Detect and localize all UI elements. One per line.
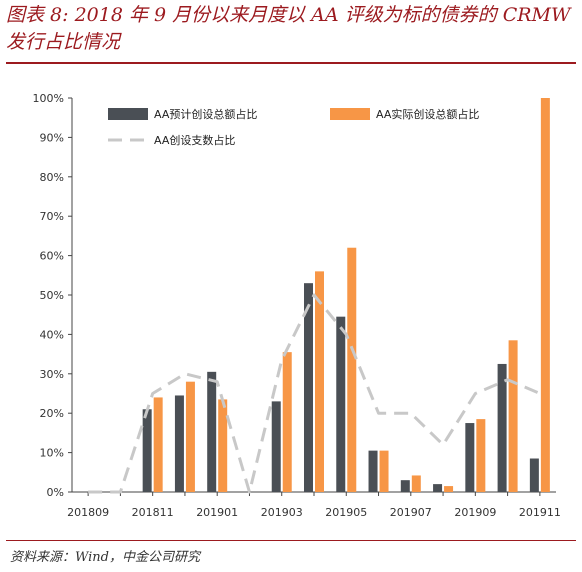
bar-actual (315, 271, 324, 492)
bar-predicted (271, 401, 281, 492)
legend-item-predicted-swatch (108, 108, 148, 120)
x-tick-label: 201909 (454, 506, 496, 519)
y-tick-label: 50% (40, 289, 64, 302)
legend-item-actual-swatch (330, 108, 370, 120)
bar-predicted (207, 371, 217, 492)
bar-actual (476, 419, 486, 492)
figure-title: 图表 8: 2018 年 9 月份以来月度以 AA 评级为标的债券的 CRMW … (6, 4, 571, 53)
bar-predicted (497, 363, 507, 492)
legend-item-actual-label: AA实际创设总额占比 (376, 107, 479, 121)
bar-actual (282, 352, 292, 492)
title-rule (6, 62, 576, 64)
x-tick-label: 201905 (325, 506, 367, 519)
bar-actual (185, 381, 195, 492)
source-note: 资料来源：Wind，中金公司研究 (10, 550, 200, 565)
x-tick-label: 201901 (196, 506, 238, 519)
y-tick-label: 40% (40, 328, 64, 341)
x-tick-label: 201911 (519, 506, 561, 519)
bar-line-chart: 0% 10% 20% 30% 40% 50% 60% 70% 80% 90% 100% 201809… (33, 92, 561, 519)
y-tick-label: 0% (47, 486, 64, 499)
bar-actual (153, 397, 163, 492)
bar-actual (444, 486, 454, 492)
bar-predicted (368, 450, 378, 492)
x-tick-label: 201811 (132, 506, 174, 519)
footer-rule (6, 540, 576, 541)
count-ratio-polyline (88, 293, 541, 494)
bar-predicted (142, 409, 152, 492)
bar-actual (218, 399, 228, 492)
bar-actual (540, 98, 550, 492)
bar-predicted (400, 480, 410, 492)
y-tick-label: 100% (33, 92, 64, 105)
bar-predicted (174, 395, 184, 492)
y-tick-label: 80% (40, 171, 64, 184)
count-ratio-line (88, 293, 541, 494)
bar-predicted (529, 458, 539, 492)
legend: AA预计创设总额占比 AA实际创设总额占比 AA创设支数占比 (108, 107, 479, 147)
bar-actual (411, 475, 421, 492)
x-tick-label: 201903 (261, 506, 303, 519)
x-axis: 201809 201811 201901 201903 201905 201907 2019… (67, 491, 561, 519)
y-tick-label: 90% (40, 131, 64, 144)
y-tick-label: 30% (40, 368, 64, 381)
y-tick-label: 70% (40, 210, 64, 223)
y-tick-label: 20% (40, 407, 64, 420)
bars (142, 98, 550, 492)
legend-item-count-label: AA创设支数占比 (154, 133, 235, 147)
bar-predicted (433, 484, 443, 492)
x-tick-label: 201907 (390, 506, 432, 519)
bar-actual (508, 340, 518, 492)
bar-predicted (465, 423, 475, 492)
y-axis: 0% 10% 20% 30% 40% 50% 60% 70% 80% 90% 100% (33, 92, 73, 499)
bar-actual (347, 247, 357, 492)
legend-item-predicted-label: AA预计创设总额占比 (154, 107, 257, 121)
bar-predicted (304, 283, 313, 492)
y-tick-label: 10% (40, 447, 64, 460)
bar-predicted (336, 316, 346, 492)
x-tick-label: 201809 (67, 506, 109, 519)
y-tick-label: 60% (40, 250, 64, 263)
bar-actual (379, 450, 389, 492)
